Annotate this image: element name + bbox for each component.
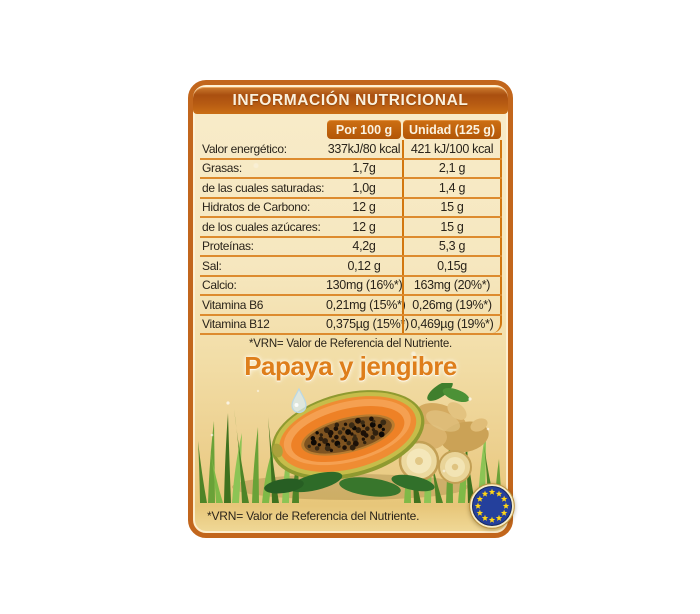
nutrition-table: Por 100 g Unidad (125 g) Valor energétic… [200, 118, 502, 335]
row-value-unit: 5,3 g [402, 237, 502, 255]
water-drop-icon [291, 387, 307, 414]
sparkles [210, 389, 490, 473]
papaya-seeds [307, 416, 387, 453]
row-value-per100: 12 g [352, 200, 376, 215]
row-label: Vitamina B12 [202, 317, 270, 332]
header-title: INFORMACIÓN NUTRICIONAL [232, 91, 469, 109]
row-value-unit: 163mg (20%*) [402, 276, 502, 294]
row-value-unit: 421 kJ/100 kcal [402, 140, 502, 158]
eu-stars [474, 488, 510, 523]
table-row: Vitamina B12 0,375µg (15%*) 0,469µg (19%… [200, 315, 502, 335]
table-row: de las cuales saturadas: 1,0g 1,4 g [200, 179, 502, 199]
row-value-per100: 1,0g [352, 180, 376, 195]
col-header-unit: Unidad (125 g) [403, 120, 501, 139]
table-row: Grasas: 1,7g 2,1 g [200, 159, 502, 179]
row-label: Calcio: [202, 278, 237, 293]
row-value-per100: 0,12 g [347, 258, 381, 273]
fruit-illustration [198, 383, 502, 503]
leaf-icon [427, 383, 470, 403]
bottom-footnote: *VRN= Valor de Referencia del Nutriente. [207, 509, 420, 523]
table-footnote: *VRN= Valor de Referencia del Nutriente. [248, 338, 453, 350]
row-value-unit: 15 g [402, 218, 502, 236]
table-row: Calcio: 130mg (16%*) 163mg (20%*) [200, 276, 502, 296]
nutrition-label-card: INFORMACIÓN NUTRICIONAL Por 100 g Unidad… [188, 80, 515, 538]
header-band: INFORMACIÓN NUTRICIONAL [193, 87, 508, 114]
col-header-per100: Por 100 g [327, 120, 401, 139]
table-row: Vitamina B6 0,21mg (15%*) 0,26mg (19%*) [200, 296, 502, 316]
row-value-per100: 0,375µg (15%*) [326, 317, 409, 332]
row-value-unit: 15 g [402, 198, 502, 216]
nutrition-table-body: Valor energético: 337kJ/80 kcal 421 kJ/1… [200, 140, 502, 335]
table-header-row: Por 100 g Unidad (125 g) [200, 118, 502, 140]
papaya-illustration [271, 390, 425, 480]
eu-flag-icon [469, 483, 515, 529]
row-label: Valor energético: [202, 141, 287, 156]
row-value-unit: 2,1 g [402, 159, 502, 177]
table-row: de los cuales azúcares: 12 g 15 g [200, 218, 502, 238]
row-label: Vitamina B6 [202, 297, 264, 312]
row-value-unit: 0,469µg (19%*) [402, 315, 502, 333]
row-value-unit: 0,26mg (19%*) [402, 296, 502, 314]
row-value-per100: 12 g [352, 219, 376, 234]
leaf-icon [264, 471, 435, 497]
row-label: Proteínas: [202, 239, 254, 254]
table-row: Hidratos de Carbono: 12 g 15 g [200, 198, 502, 218]
row-value-per100: 130mg (16%*) [326, 278, 403, 293]
row-value-unit: 1,4 g [402, 179, 502, 197]
row-label: de los cuales azúcares: [202, 219, 321, 234]
row-label: de las cuales saturadas: [202, 180, 325, 195]
droplet-highlight [294, 403, 299, 407]
row-value-per100: 4,2g [352, 239, 376, 254]
row-label: Sal: [202, 258, 222, 273]
flavor-title: Papaya y jengibre [244, 351, 457, 381]
table-row: Sal: 0,12 g 0,15g [200, 257, 502, 277]
row-label: Grasas: [202, 161, 242, 176]
row-label: Hidratos de Carbono: [202, 200, 311, 215]
row-value-unit: 0,15g [402, 257, 502, 275]
table-row: Proteínas: 4,2g 5,3 g [200, 237, 502, 257]
table-row: Valor energético: 337kJ/80 kcal 421 kJ/1… [200, 140, 502, 160]
row-value-per100: 1,7g [352, 161, 376, 176]
row-value-per100: 0,21mg (15%*) [326, 297, 406, 312]
row-value-per100: 337kJ/80 kcal [327, 141, 401, 156]
